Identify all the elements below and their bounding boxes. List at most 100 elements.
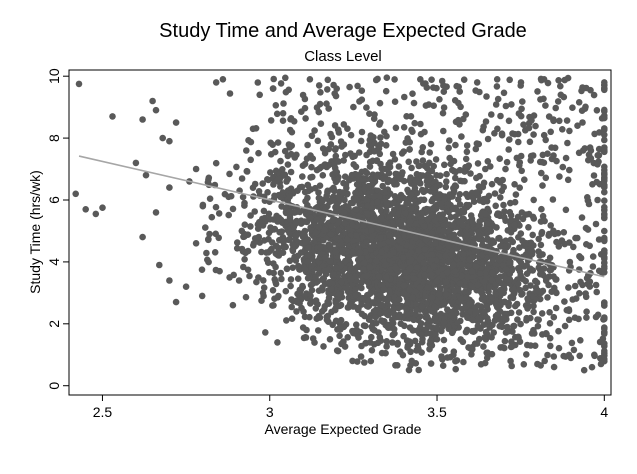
- scatter-point: [587, 147, 595, 154]
- scatter-point: [417, 254, 425, 261]
- scatter-point: [558, 237, 566, 244]
- scatter-point: [532, 122, 539, 130]
- scatter-point: [521, 176, 528, 183]
- scatter-point: [469, 218, 476, 226]
- scatter-point: [535, 287, 543, 295]
- scatter-point: [344, 334, 352, 341]
- scatter-point: [332, 303, 340, 311]
- scatter-point: [517, 82, 524, 89]
- scatter-point: [592, 281, 600, 289]
- y-tick-label: 10: [46, 68, 62, 84]
- scatter-point: [537, 241, 545, 249]
- scatter-point: [530, 215, 538, 222]
- scatter-point: [565, 316, 573, 324]
- scatter-point: [449, 247, 456, 255]
- scatter-point: [467, 170, 474, 177]
- scatter-point: [405, 158, 413, 166]
- scatter-point: [480, 343, 487, 350]
- scatter-point: [402, 209, 409, 217]
- scatter-point: [528, 117, 535, 124]
- scatter-point: [409, 90, 416, 97]
- scatter-point: [216, 267, 223, 275]
- fit-line-group: [78, 155, 605, 278]
- scatter-point: [459, 338, 467, 346]
- scatter-point: [591, 351, 598, 359]
- scatter-point: [510, 322, 518, 330]
- scatter-point: [583, 308, 590, 316]
- scatter-point: [559, 163, 567, 171]
- scatter-point: [263, 249, 270, 256]
- scatter-point: [317, 89, 324, 96]
- scatter-point: [371, 327, 378, 334]
- scatter-point: [475, 140, 483, 148]
- scatter-point: [324, 86, 331, 93]
- scatter-point: [149, 97, 156, 105]
- scatter-point: [550, 353, 558, 360]
- scatter-point: [466, 300, 474, 308]
- scatter-point: [585, 156, 592, 164]
- scatter-point: [328, 222, 335, 230]
- scatter-point: [442, 291, 450, 298]
- scatter-point: [453, 245, 461, 252]
- scatter-point: [411, 234, 419, 242]
- scatter-point: [495, 276, 502, 284]
- scatter-point: [480, 321, 488, 329]
- scatter-point: [555, 243, 563, 250]
- scatter-point: [374, 187, 382, 195]
- scatter-point: [451, 287, 458, 295]
- scatter-point: [109, 113, 116, 120]
- scatter-point: [349, 222, 356, 229]
- scatter-point: [375, 192, 383, 200]
- scatter-point: [355, 149, 363, 156]
- scatter-point: [534, 322, 542, 330]
- scatter-point: [353, 321, 360, 329]
- scatter-point: [455, 196, 462, 203]
- scatter-point: [334, 219, 342, 226]
- scatter-point: [302, 198, 309, 205]
- scatter-point: [380, 286, 388, 294]
- scatter-point: [260, 277, 267, 284]
- scatter-point: [382, 87, 390, 95]
- scatter-point: [215, 210, 223, 217]
- scatter-point: [383, 343, 390, 350]
- scatter-point: [277, 183, 284, 190]
- scatter-point: [329, 217, 337, 224]
- scatter-point: [473, 189, 480, 196]
- scatter-point: [347, 227, 354, 234]
- scatter-point: [506, 276, 514, 283]
- scatter-point: [270, 181, 277, 188]
- scatter-point: [575, 315, 582, 323]
- scatter-point: [302, 115, 309, 122]
- scatter-point: [383, 132, 390, 140]
- scatter-point: [243, 168, 251, 175]
- scatter-point: [456, 280, 464, 288]
- scatter-point: [255, 233, 263, 241]
- scatter-point: [436, 284, 444, 292]
- scatter-point: [465, 162, 473, 169]
- scatter-point: [394, 339, 402, 347]
- scatter-point: [286, 208, 294, 215]
- scatter-point: [459, 222, 467, 229]
- scatter-point: [441, 346, 448, 354]
- scatter-point: [601, 314, 608, 322]
- scatter-point: [408, 205, 415, 212]
- scatter-point: [300, 231, 307, 239]
- scatter-point: [507, 217, 515, 224]
- scatter-point: [332, 168, 339, 176]
- scatter-point: [355, 334, 362, 341]
- scatter-point: [500, 281, 508, 289]
- scatter-point: [255, 188, 263, 195]
- scatter-point: [530, 131, 537, 138]
- scatter-point: [562, 154, 570, 162]
- scatter-point: [381, 189, 389, 196]
- scatter-point: [304, 274, 312, 282]
- scatter-point: [287, 276, 295, 283]
- scatter-point: [362, 322, 369, 330]
- scatter-point: [339, 247, 346, 254]
- scatter-point: [525, 224, 532, 231]
- scatter-point: [263, 256, 271, 263]
- scatter-point: [289, 264, 297, 272]
- scatter-point: [142, 171, 150, 179]
